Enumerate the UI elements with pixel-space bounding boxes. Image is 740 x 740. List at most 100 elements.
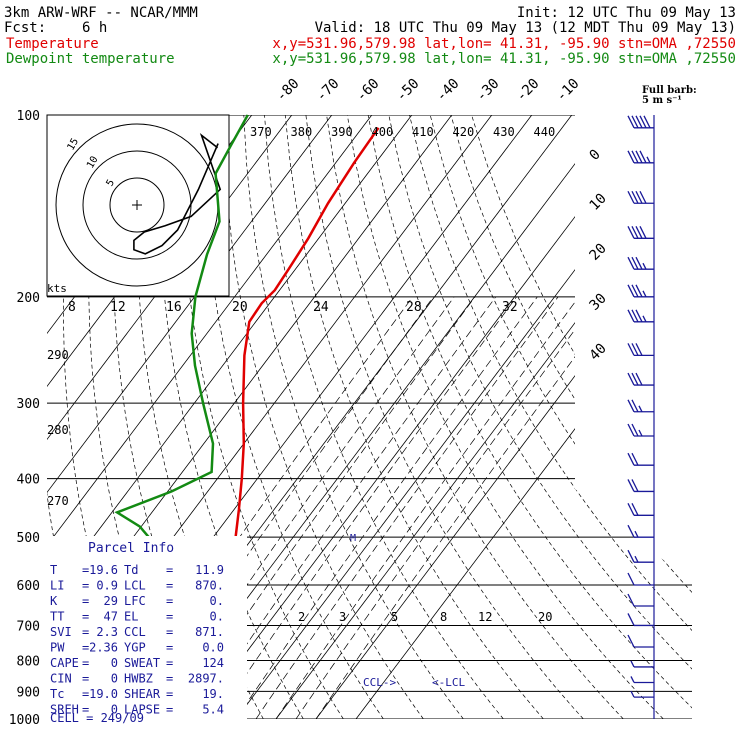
pressure-label-500: 500 xyxy=(17,531,40,546)
temperature-tick-40: 40 xyxy=(587,341,610,364)
parcel-row-5-1: = xyxy=(82,641,89,655)
mixing-ratio-label-12: 12 xyxy=(110,300,126,315)
parcel-row-8-4: = xyxy=(166,687,173,701)
parcel-row-5-5: 0.0 xyxy=(202,641,224,655)
wind-barb-870 xyxy=(630,676,654,684)
parcel-row-2-3: LFC xyxy=(124,594,146,608)
parcel-row-2-5: 0. xyxy=(210,594,224,608)
parcel-row-8-1: = xyxy=(82,687,89,701)
wind-barb-flag xyxy=(631,372,639,386)
parcel-row-2-2: 29 xyxy=(104,594,118,608)
pressure-label-100: 100 xyxy=(17,109,40,124)
wind-barbs xyxy=(627,115,655,719)
wind-barb-650 xyxy=(627,593,654,607)
wind-barb-flag xyxy=(627,256,635,270)
dry-adiabat-390 xyxy=(326,115,624,719)
mixing-ratio-label-28: 28 xyxy=(406,300,422,315)
pressure-label-900: 900 xyxy=(17,685,40,700)
parcel-row-4-3: CCL xyxy=(124,625,146,639)
wind-barb-flag xyxy=(627,372,635,386)
wind-barb-flag xyxy=(639,115,647,129)
dry-adiabat-430 xyxy=(409,115,692,719)
theta-label-430: 430 xyxy=(493,125,515,139)
wind-barb-700 xyxy=(627,613,654,627)
moist-adiabat-25 xyxy=(255,296,559,719)
dry-adiabat-340 xyxy=(222,115,424,719)
parcel-row-5-3: YGP xyxy=(124,641,146,655)
pressure-label-700: 700 xyxy=(17,619,40,634)
moist-adiabat-30 xyxy=(275,296,580,719)
parcel-row-3-5: 0. xyxy=(210,610,224,624)
mixing-ratio-lower-label-20: 20 xyxy=(538,610,552,624)
temperature-tick-30: 30 xyxy=(587,291,610,314)
wind-barb-flag xyxy=(635,115,643,129)
parcel-info-title: Parcel Info xyxy=(88,541,174,556)
isotherm-40 xyxy=(315,115,692,719)
isotherm--70 xyxy=(47,115,333,719)
wind-barb-flag xyxy=(627,503,635,516)
parcel-row-2-1: = xyxy=(82,594,89,608)
parcel-row-3-3: EL xyxy=(124,610,138,624)
wind-barb-flag xyxy=(631,256,639,270)
parcel-row-4-2: 2.3 xyxy=(96,625,118,639)
parcel-row-3-0: TT xyxy=(50,610,64,624)
parcel-row-5-4: = xyxy=(166,641,173,655)
wind-barb-flag xyxy=(631,190,639,204)
wind-barb-460 xyxy=(627,503,654,516)
dry-adiabat-310 xyxy=(158,115,304,719)
parcel-row-6-2: 0 xyxy=(111,656,118,670)
theta-left-label-290: 290 xyxy=(47,348,69,362)
temperature-tick--30: -30 xyxy=(473,76,502,105)
wind-barb-flag xyxy=(627,634,635,648)
wind-barb-flag xyxy=(627,284,635,298)
parcel-row-4-5: 871. xyxy=(195,625,224,639)
m-marker: M xyxy=(350,533,356,544)
dry-adiabat-370 xyxy=(284,115,544,719)
hodograph-ring-label-15: 15 xyxy=(66,137,82,153)
parcel-row-4-1: = xyxy=(82,625,89,639)
mixing-ratio-lower-label-5: 5 xyxy=(391,610,398,624)
dry-adiabat-320 xyxy=(180,115,344,719)
wind-barb-flag xyxy=(627,399,635,413)
wind-barb-half xyxy=(638,405,643,413)
pressure-label-400: 400 xyxy=(17,473,40,488)
wind-barb-flag xyxy=(631,399,639,413)
theta-left-label-280: 280 xyxy=(47,423,69,437)
parcel-row-6-4: = xyxy=(166,656,173,670)
wind-barb-flag xyxy=(627,423,635,437)
isotherm-50 xyxy=(355,115,692,719)
parcel-row-9-3: LAPSE xyxy=(124,703,160,717)
isotherm--50 xyxy=(47,115,413,719)
parcel-row-3-4: = xyxy=(166,610,173,624)
dry-adiabat-380 xyxy=(305,115,584,719)
forecast-label: Fcst: xyxy=(4,20,46,36)
wind-barb-flag xyxy=(635,225,643,239)
parcel-row-1-1: = xyxy=(82,579,89,593)
parcel-row-0-3: Td xyxy=(124,563,138,577)
wind-barb-200 xyxy=(627,284,654,298)
wind-barb-flag xyxy=(635,150,643,164)
parcel-row-9-2: 0 xyxy=(111,703,118,717)
barb-legend-unit: 5 m s⁻¹ xyxy=(642,95,682,106)
parcel-row-5-0: PW xyxy=(50,641,65,655)
temperature-tick--70: -70 xyxy=(313,76,342,105)
wind-barb-half xyxy=(642,315,647,323)
wind-barb-half xyxy=(630,676,635,683)
wind-barb-flag xyxy=(631,479,639,492)
parcel-row-8-2: 19.0 xyxy=(89,687,118,701)
temperature-tick-10: 10 xyxy=(587,191,610,214)
wind-barb-flag xyxy=(627,309,635,323)
parcel-row-9-0: SREH xyxy=(50,703,79,717)
parcel-row-2-0: K xyxy=(50,594,58,608)
wind-barb-half xyxy=(634,530,639,538)
wind-barb-flag xyxy=(639,225,647,239)
mixing-ratio-label-8: 8 xyxy=(68,300,76,315)
mixing-ratio-label-20: 20 xyxy=(232,300,248,315)
wind-barb-flag xyxy=(635,372,643,386)
hodograph-trace xyxy=(133,133,222,255)
dry-adiabat-360 xyxy=(264,115,504,719)
temperature-tick--20: -20 xyxy=(513,76,542,105)
parcel-row-9-5: 5.4 xyxy=(202,703,224,717)
wind-barb-310 xyxy=(627,399,654,413)
